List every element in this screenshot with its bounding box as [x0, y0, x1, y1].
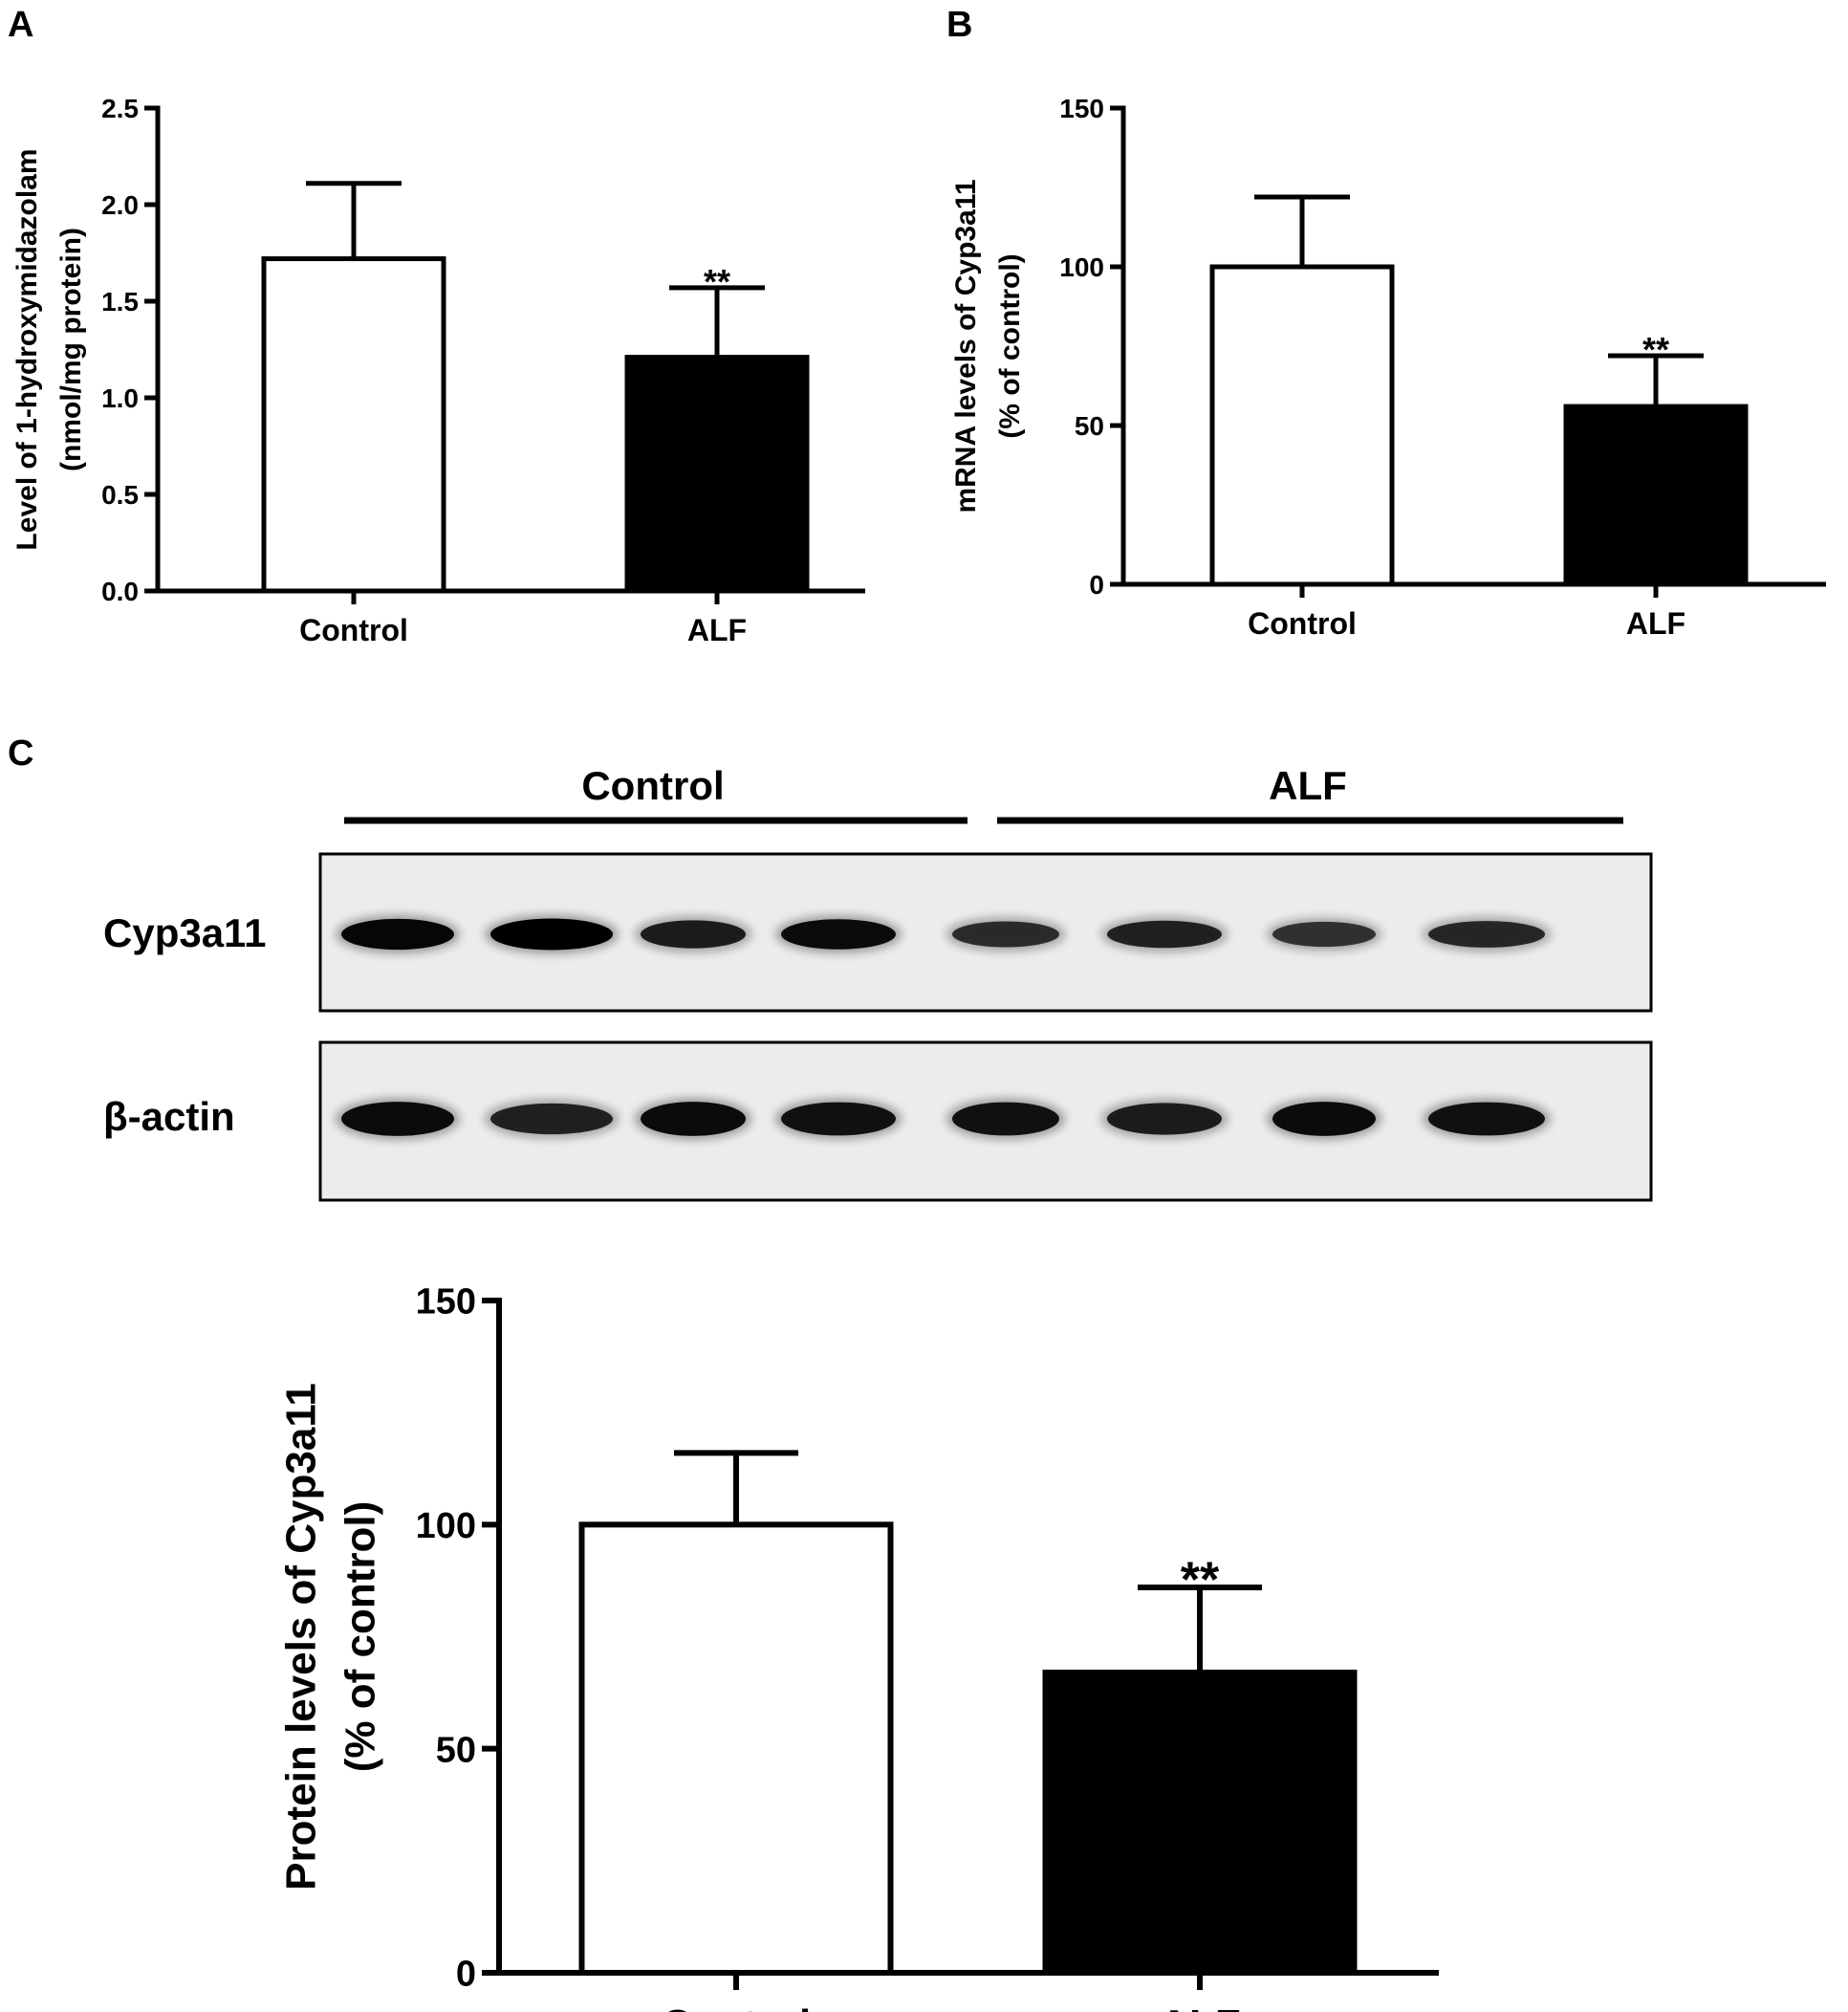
blot-band-beta-actin-lane-4: [781, 1102, 896, 1136]
x-tick-label-alf: ALF: [687, 613, 747, 647]
y-tick-label: 0.5: [101, 480, 139, 510]
blot-band-beta-actin-lane-3: [641, 1102, 746, 1136]
x-tick-label-control: Control: [1248, 606, 1357, 641]
chart-c-protein-cyp3a11: Control ** ALF 0 50 100 150 Protein levels of C…: [278, 1282, 1439, 2012]
x-tick-label-control: Control: [299, 613, 408, 647]
bar-alf: [1563, 404, 1749, 587]
blot-band-cyp3a11-lane-3: [641, 920, 746, 949]
blot-band-cyp3a11-lane-1: [341, 918, 454, 951]
blot-band-beta-actin-lane-8: [1428, 1102, 1545, 1136]
bar-alf: [624, 355, 810, 594]
bar-alf: [1042, 1669, 1358, 1976]
blot-band-beta-actin-lane-6: [1107, 1103, 1222, 1135]
y-tick-label: 100: [416, 1506, 476, 1546]
y-tick-label: 50: [436, 1730, 476, 1770]
y-tick-label: 150: [1059, 94, 1104, 123]
panel-letter-b: B: [946, 5, 972, 45]
panel-letter-c: C: [8, 733, 33, 774]
y-tick-label: 100: [1059, 252, 1104, 282]
significance-marker: **: [1181, 1552, 1220, 1607]
blot-band-cyp3a11-lane-8: [1428, 921, 1545, 948]
blot-group-label-alf: ALF: [1269, 763, 1347, 808]
blot-band-cyp3a11-lane-6: [1107, 920, 1222, 949]
y-tick-label: 150: [416, 1282, 476, 1323]
y-axis-label-line-1: mRNA levels of Cyp3a11: [950, 179, 982, 513]
y-tick-label: 0: [1089, 570, 1104, 600]
y-tick-label: 2.0: [101, 190, 139, 220]
blot-band-beta-actin-lane-5: [952, 1102, 1059, 1136]
significance-marker: **: [704, 262, 730, 301]
y-axis-label-line-1: Level of 1-hydroxymidazolam: [11, 148, 43, 550]
y-axis-label-line-2: (% of control): [337, 1501, 384, 1773]
y-tick-label: 2.5: [101, 94, 139, 123]
y-tick-label: 0: [456, 1955, 476, 1995]
chart-a-hydroxymidazolam: Control ** ALF 0.0 0.5 1.0 1.5 2.0 2.5 Level of 1…: [11, 94, 865, 647]
blot-group-label-control: Control: [581, 763, 724, 808]
y-tick-label: 1.0: [101, 383, 139, 413]
blot-band-beta-actin-lane-1: [341, 1102, 454, 1136]
y-tick-label: 50: [1075, 411, 1104, 441]
blot-band-cyp3a11-lane-7: [1272, 921, 1376, 948]
x-tick-label-control: Control: [662, 2001, 811, 2012]
significance-marker: **: [1642, 330, 1669, 369]
y-tick-label: 0.0: [101, 577, 139, 606]
bar-control: [578, 1521, 894, 1977]
bar-control: [1209, 264, 1395, 587]
y-axis-label-line-2: (% of control): [994, 253, 1026, 438]
blot-row-label-beta-actin: β-actin: [103, 1094, 235, 1139]
blot-band-cyp3a11-lane-5: [952, 921, 1059, 948]
y-tick-label: 1.5: [101, 287, 139, 317]
bar-control: [261, 256, 446, 594]
blot-band-beta-actin-lane-2: [490, 1103, 613, 1135]
x-tick-label-alf: ALF: [1626, 606, 1685, 641]
chart-b-mrna-cyp3a11: Control ** ALF 0 50 100 150 mRNA levels of Cyp3…: [950, 94, 1826, 641]
blot-band-beta-actin-lane-7: [1272, 1102, 1376, 1136]
y-axis-label-line-1: Protein levels of Cyp3a11: [278, 1383, 325, 1891]
blot-row-label-cyp3a11: Cyp3a11: [103, 910, 266, 955]
panel-letter-a: A: [8, 5, 33, 45]
blot-band-cyp3a11-lane-2: [490, 918, 613, 951]
western-blot-panel: Control ALF Cyp3a11 β-actin: [103, 763, 1653, 1202]
x-tick-label-alf: ALF: [1159, 2001, 1241, 2012]
blot-band-cyp3a11-lane-4: [781, 919, 896, 950]
y-axis-label-line-2: (nmol/mg protein): [55, 228, 87, 471]
